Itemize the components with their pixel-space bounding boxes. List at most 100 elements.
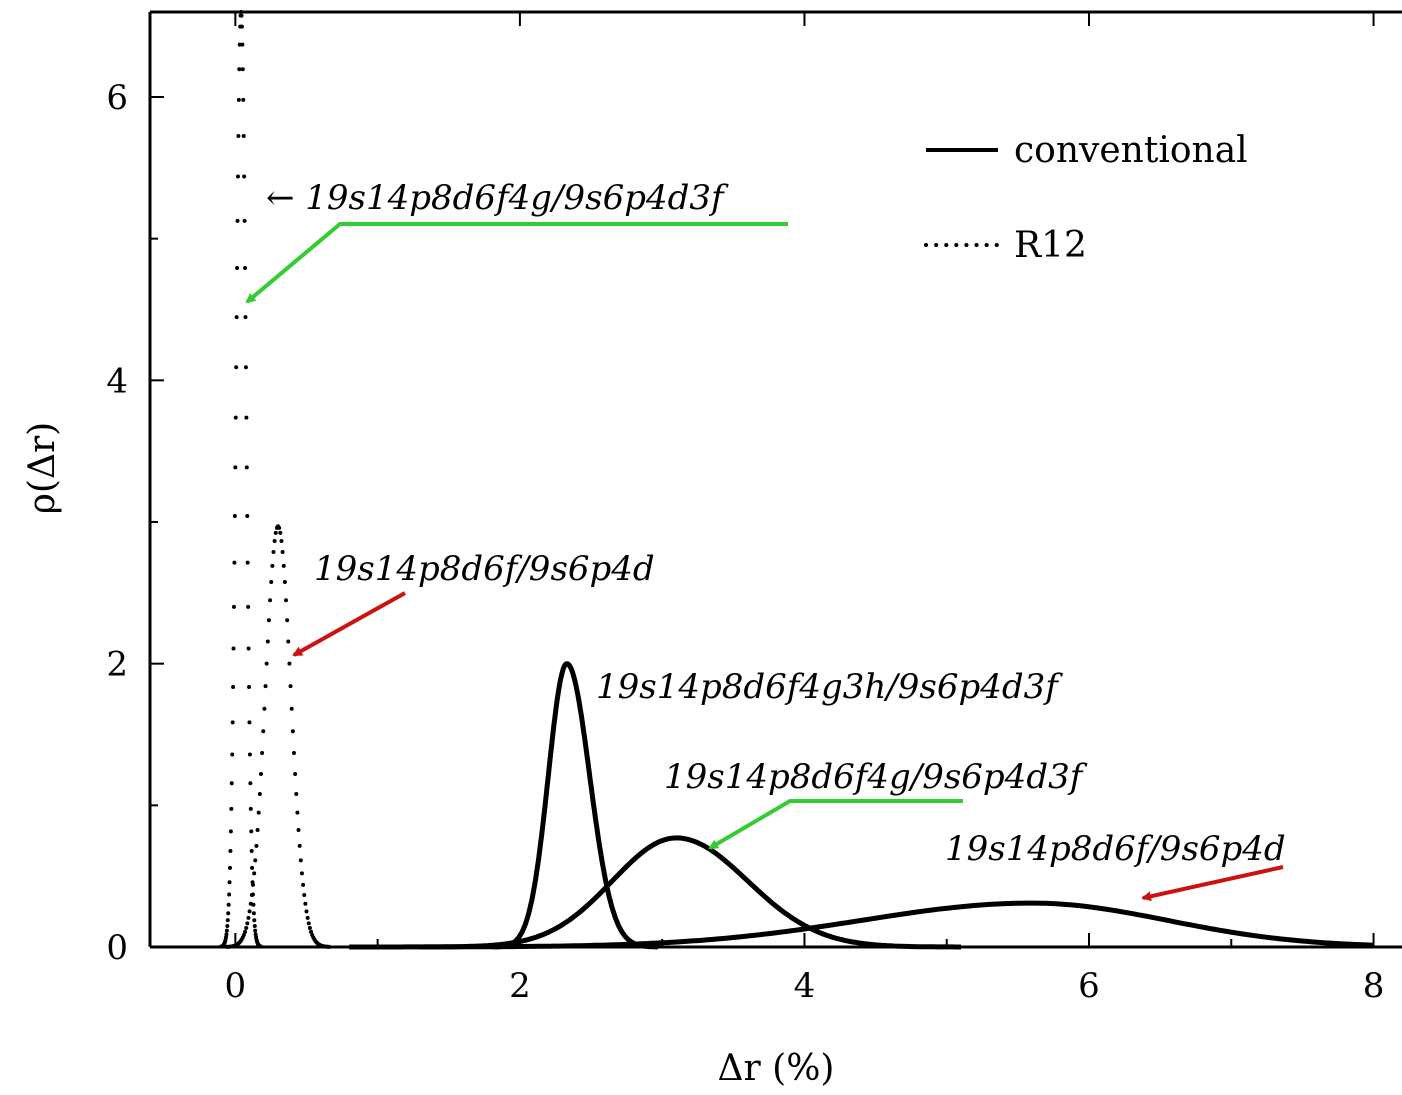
y-axis: 0 2 4 6 [106, 78, 164, 968]
series-point [253, 928, 258, 933]
annotation-label-1: ← 19s14p8d6f4g/9s6p4d3f [266, 178, 729, 218]
series-point [247, 909, 252, 914]
series-point [249, 848, 254, 853]
series-point [306, 921, 311, 926]
series-point [233, 465, 238, 470]
series-point [247, 752, 252, 757]
series-point [251, 911, 256, 916]
series-point [226, 902, 231, 907]
series-conventional-2 [491, 661, 660, 950]
annotation-label-2: 19s14p8d6f/9s6p4d [314, 549, 655, 589]
series-point [245, 513, 250, 518]
annotation-label-3: 19s14p8d6f4g3h/9s6p4d3f [596, 667, 1063, 707]
series-point [280, 550, 285, 555]
series-point [298, 858, 303, 863]
series-point [261, 729, 266, 734]
y-tick-label-1: 2 [106, 645, 128, 685]
series-point [263, 684, 268, 689]
x-axis-title: Δr (%) [718, 1048, 835, 1089]
annotation-arrow-2 [292, 591, 406, 657]
x-tick-label-3: 6 [1078, 966, 1100, 1006]
series-point [233, 415, 238, 420]
x-tick-label-2: 4 [794, 966, 816, 1006]
series-point [241, 133, 246, 138]
series-point [304, 909, 309, 914]
series-point [287, 661, 292, 666]
series-point [244, 925, 249, 930]
y-axis-title: ρ(Δr) [22, 422, 63, 514]
series-point [231, 685, 236, 690]
series-point [241, 97, 246, 102]
legend-label-r12: R12 [1014, 225, 1087, 266]
series-point [236, 97, 241, 102]
series-point [294, 791, 299, 796]
series-point [244, 465, 249, 470]
series-point [236, 133, 241, 138]
series-point [252, 918, 257, 923]
series-point [225, 924, 230, 929]
series-point [253, 932, 258, 937]
y-tick-label-2: 4 [106, 361, 128, 401]
series-point [297, 843, 302, 848]
series-point [264, 661, 269, 666]
series-point [244, 415, 249, 420]
series-point [271, 550, 276, 555]
series-point [235, 266, 240, 271]
series-layer [219, 10, 1374, 950]
series-point [235, 218, 240, 223]
series-point [247, 685, 252, 690]
series-point [249, 892, 254, 897]
series-point [296, 828, 301, 833]
series-point [231, 604, 236, 609]
annotation-arrows [245, 222, 1284, 902]
series-point [240, 42, 245, 47]
series-r12-1 [224, 524, 332, 949]
series-point [225, 918, 230, 923]
series-point [288, 684, 293, 689]
series-point [243, 266, 248, 271]
series-point [252, 924, 257, 929]
series-point [235, 174, 240, 179]
series-point [228, 829, 233, 834]
annotation-arrow-5 [1141, 865, 1284, 902]
x-tick-label-1: 2 [509, 966, 531, 1006]
y-tick-label-0: 0 [106, 928, 128, 968]
series-point [248, 781, 253, 786]
series-point [258, 772, 263, 777]
series-point [230, 720, 235, 725]
series-point [291, 751, 296, 756]
series-point [293, 772, 298, 777]
series-point [248, 901, 253, 906]
series-point [251, 882, 256, 887]
series-point [230, 752, 235, 757]
series-point [284, 598, 289, 603]
series-point [307, 925, 312, 930]
series-point [227, 865, 232, 870]
y-tick-label-3: 6 [106, 78, 128, 118]
series-point [256, 810, 261, 815]
series-point [224, 935, 229, 940]
series-point [262, 706, 267, 711]
series-point [246, 604, 251, 609]
series-point [232, 560, 237, 565]
series-point [239, 10, 244, 14]
series-conventional-4 [349, 900, 1374, 950]
x-tick-label-0: 0 [225, 966, 247, 1006]
series-point [254, 843, 259, 848]
series-point [295, 810, 300, 815]
series-point [279, 538, 284, 543]
series-point [252, 871, 257, 876]
series-point [243, 929, 248, 934]
series-point [302, 892, 307, 897]
series-point [266, 618, 271, 623]
series-r12-0 [219, 10, 263, 949]
series-point [240, 67, 245, 72]
series-point [243, 315, 248, 320]
series-point [289, 706, 294, 711]
series-point [246, 646, 251, 651]
series-point [237, 67, 242, 72]
series-point [239, 24, 244, 29]
series-point [282, 580, 287, 585]
series-point [265, 639, 270, 644]
